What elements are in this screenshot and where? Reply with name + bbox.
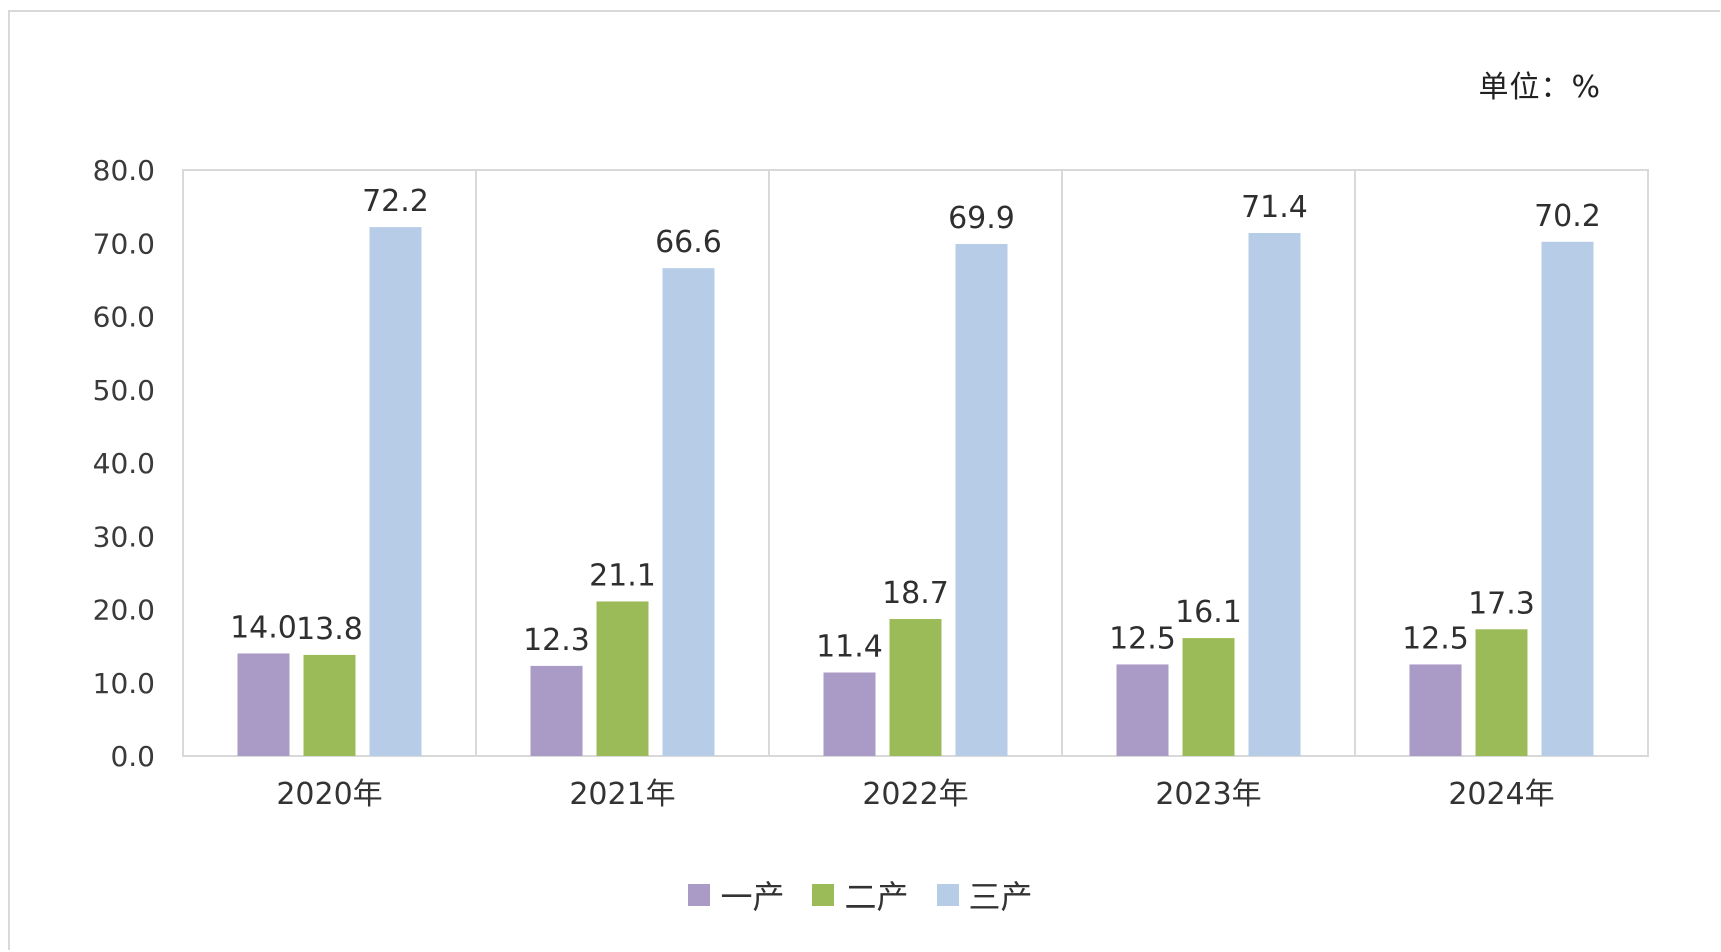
- y-tick-label: 20.0: [93, 594, 155, 627]
- bar-3: [1541, 241, 1594, 756]
- data-label: 12.5: [1402, 621, 1469, 656]
- y-tick-label: 30.0: [93, 520, 155, 553]
- bar-2: [303, 654, 356, 756]
- data-label: 18.7: [882, 576, 949, 611]
- bar-2: [596, 601, 649, 756]
- bar-1: [823, 672, 876, 756]
- data-label: 16.1: [1175, 595, 1242, 630]
- data-label: 21.1: [589, 558, 656, 593]
- legend-item: 二产: [812, 872, 909, 918]
- bar-3: [955, 243, 1008, 757]
- legend-label: 三产: [968, 878, 1033, 916]
- y-tick-label: 80.0: [93, 154, 155, 187]
- bar-3: [369, 227, 422, 756]
- y-tick-label: 0.0: [110, 740, 155, 773]
- bar-3: [1248, 232, 1301, 756]
- bar-1: [237, 653, 290, 756]
- data-label: 70.2: [1534, 199, 1601, 234]
- data-label: 12.3: [523, 623, 590, 658]
- y-tick-label: 60.0: [93, 301, 155, 334]
- bar-2: [889, 619, 942, 756]
- legend-swatch: [936, 884, 959, 906]
- bar-1: [530, 665, 583, 756]
- y-tick-label: 70.0: [93, 227, 155, 260]
- y-tick-label: 10.0: [93, 667, 155, 700]
- bar-1: [1116, 664, 1169, 756]
- bar-3: [662, 268, 715, 756]
- x-category-label: 2023年: [1155, 777, 1261, 812]
- x-category-label: 2020年: [276, 777, 382, 812]
- legend-item: 一产: [688, 872, 784, 918]
- bar-2: [1182, 638, 1235, 756]
- data-label: 72.2: [362, 184, 429, 219]
- data-label: 69.9: [948, 201, 1015, 236]
- unit-label: 单位：%: [1478, 70, 1601, 105]
- data-label: 17.3: [1468, 586, 1535, 621]
- data-label: 13.8: [296, 612, 363, 647]
- x-category-label: 2021年: [569, 777, 675, 812]
- legend-label: 二产: [844, 878, 909, 916]
- data-label: 66.6: [655, 225, 722, 260]
- data-label: 71.4: [1241, 190, 1308, 225]
- x-category-label: 2024年: [1448, 777, 1554, 812]
- chart-legend: 一产 二产 三产: [0, 872, 1721, 918]
- y-tick-label: 50.0: [93, 374, 155, 407]
- legend-swatch: [688, 884, 711, 906]
- chart-frame: [8, 10, 1720, 950]
- legend-swatch: [812, 884, 835, 906]
- bar-2: [1475, 629, 1528, 756]
- legend-label: 一产: [720, 878, 785, 916]
- y-tick-label: 40.0: [93, 447, 155, 480]
- x-category-label: 2022年: [862, 777, 968, 812]
- data-label: 12.5: [1109, 621, 1176, 656]
- data-label: 11.4: [816, 629, 883, 664]
- bar-1: [1409, 664, 1462, 756]
- legend-item: 三产: [936, 872, 1033, 918]
- data-label: 14.0: [230, 610, 297, 645]
